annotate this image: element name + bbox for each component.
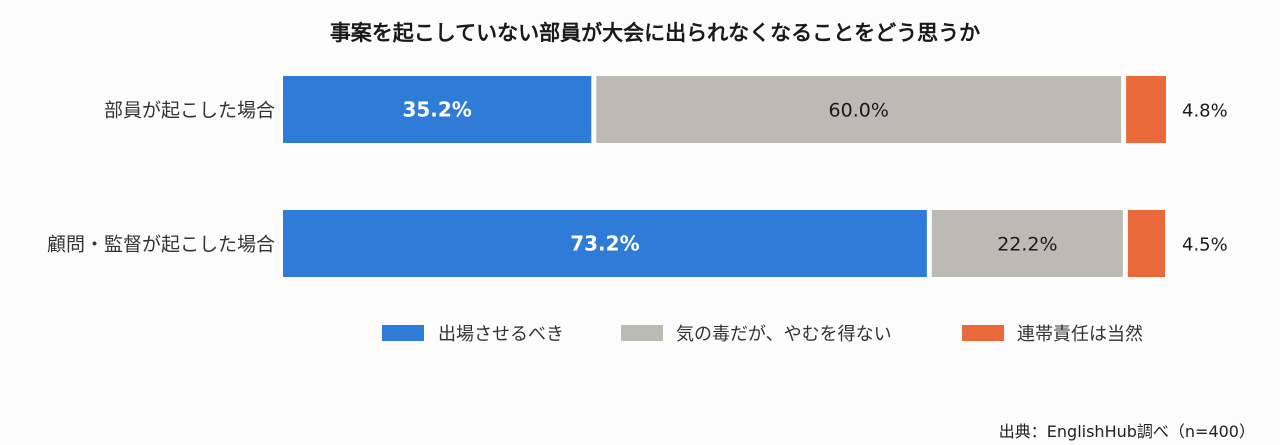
chart-title: 事案を起こしていない部員が大会に出られなくなることをどう思うか (330, 21, 980, 45)
data-label: 73.2% (570, 232, 639, 256)
legend-label: 気の毒だが、やむを得ない (676, 324, 892, 345)
legend: 出場させるべき 気の毒だが、やむを得ない 連帯責任は当然 (382, 324, 1143, 345)
legend-label: 出場させるべき (438, 324, 564, 345)
bar-segment (283, 76, 592, 143)
data-label: 4.8% (1182, 101, 1228, 122)
legend-swatch (962, 325, 1004, 341)
category-label: 顧問・監督が起こした場合 (47, 234, 275, 256)
category-label: 部員が起こした場合 (104, 100, 275, 122)
bar-segment (1127, 210, 1166, 277)
data-label: 60.0% (829, 100, 889, 122)
bar-segment (1126, 76, 1166, 143)
bar-segment (596, 76, 1122, 143)
data-label: 4.5% (1182, 235, 1228, 256)
data-label: 22.2% (997, 234, 1057, 256)
legend-swatch (382, 325, 424, 341)
data-label: 35.2% (402, 98, 471, 122)
bars-group: 部員が起こした場合 35.2% 60.0% 4.8% 顧問・監督が起こした場合 73.2%… (47, 76, 1228, 277)
bar-segment (283, 210, 927, 277)
legend-label: 連帯責任は当然 (1017, 324, 1143, 345)
bar-segment (931, 210, 1123, 277)
source-note: 出典：EnglishHub調べ（n=400） (999, 422, 1255, 441)
legend-swatch (621, 325, 663, 341)
